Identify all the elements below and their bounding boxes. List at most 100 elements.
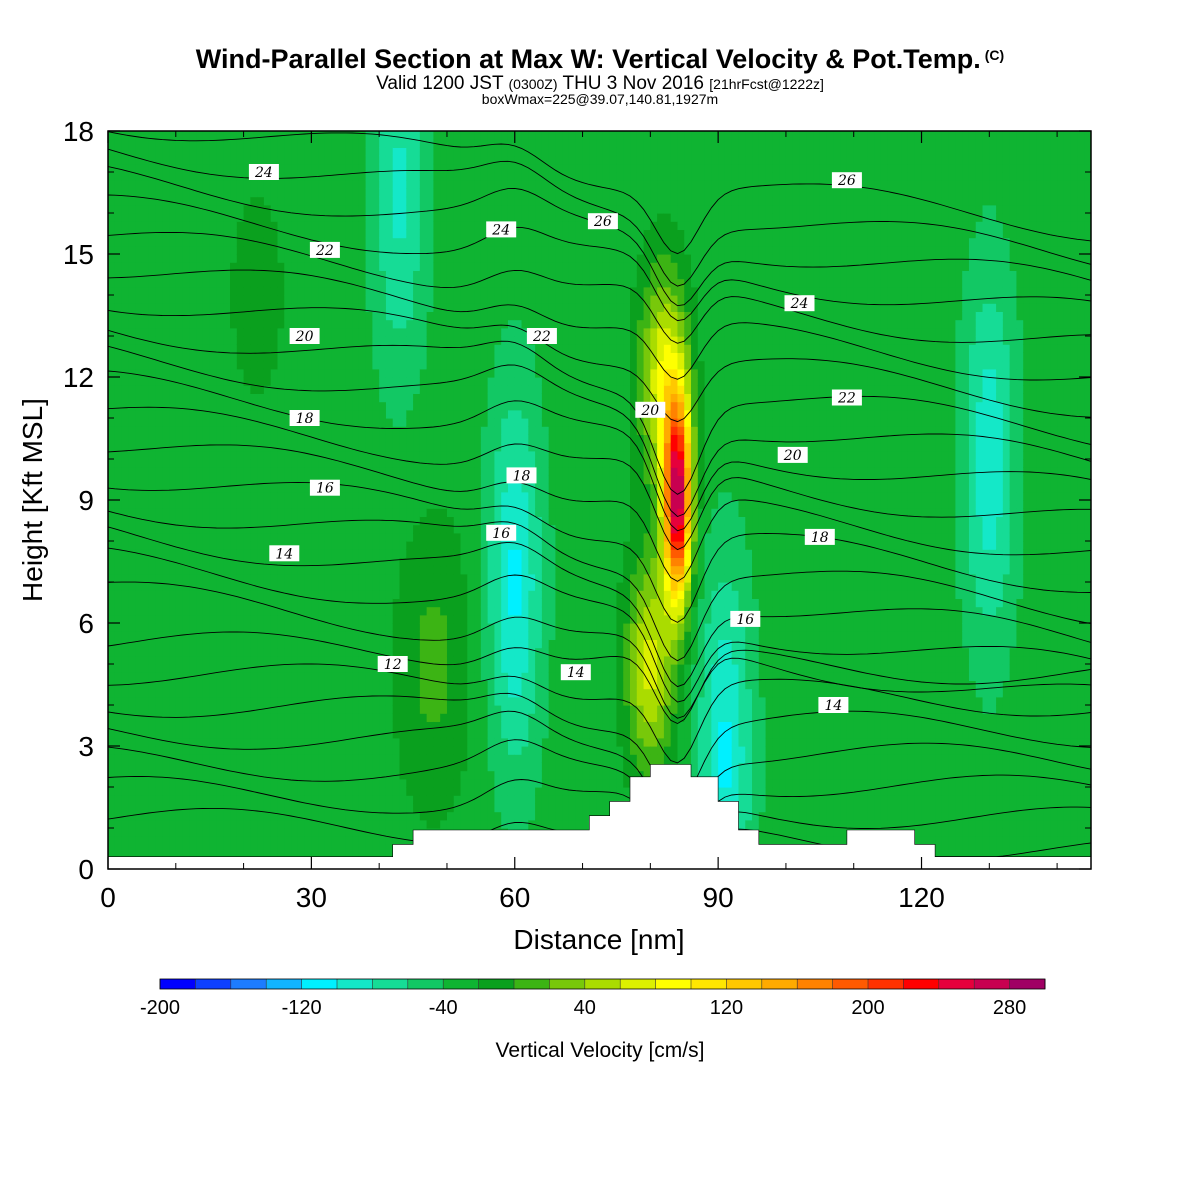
- velocity-cell: [108, 139, 116, 148]
- velocity-cell: [175, 467, 184, 476]
- velocity-cell: [399, 467, 407, 476]
- velocity-cell: [358, 254, 367, 263]
- velocity-cell: [379, 787, 387, 796]
- velocity-cell: [263, 557, 272, 567]
- velocity-cell: [141, 598, 150, 608]
- velocity-cell: [148, 155, 157, 165]
- velocity-cell: [406, 459, 414, 468]
- velocity-cell: [379, 188, 387, 198]
- velocity-cell: [467, 237, 475, 247]
- velocity-cell: [365, 418, 373, 427]
- velocity-cell: [311, 770, 319, 780]
- velocity-cell: [135, 196, 143, 206]
- velocity-cell: [338, 221, 346, 230]
- velocity-cell: [358, 221, 367, 230]
- velocity-cell: [169, 590, 177, 599]
- velocity-cell: [277, 655, 285, 665]
- velocity-cell: [216, 221, 224, 230]
- velocity-cell: [243, 221, 251, 230]
- velocity-cell: [324, 828, 333, 837]
- velocity-cell: [440, 237, 448, 247]
- velocity-cell: [250, 754, 258, 763]
- velocity-cell: [474, 516, 482, 526]
- velocity-cell: [324, 590, 333, 599]
- velocity-cell: [304, 819, 312, 829]
- velocity-cell: [385, 795, 394, 804]
- velocity-cell: [223, 844, 231, 854]
- velocity-cell: [365, 409, 373, 419]
- velocity-cell: [419, 680, 428, 690]
- velocity-cell: [467, 393, 475, 403]
- velocity-cell: [460, 631, 468, 640]
- velocity-cell: [230, 524, 238, 534]
- velocity-cell: [202, 196, 211, 206]
- velocity-cell: [406, 754, 414, 763]
- velocity-cell: [128, 705, 136, 714]
- velocity-cell: [202, 139, 211, 148]
- velocity-cell: [277, 672, 285, 681]
- velocity-cell: [162, 188, 170, 198]
- velocity-cell: [277, 516, 285, 526]
- velocity-cell: [114, 360, 123, 370]
- velocity-cell: [196, 196, 204, 206]
- velocity-cell: [318, 344, 326, 353]
- velocity-cell: [446, 196, 455, 206]
- velocity-cell: [108, 754, 116, 763]
- velocity-cell: [413, 270, 421, 280]
- velocity-cell: [121, 639, 129, 649]
- velocity-cell: [243, 196, 251, 206]
- velocity-cell: [352, 213, 360, 222]
- velocity-cell: [175, 672, 184, 681]
- velocity-cell: [372, 664, 380, 673]
- velocity-cell: [399, 541, 407, 550]
- velocity-cell: [155, 639, 163, 649]
- velocity-cell: [365, 278, 373, 288]
- velocity-cell: [419, 573, 428, 583]
- velocity-cell: [345, 393, 353, 403]
- velocity-cell: [406, 229, 414, 239]
- velocity-cell: [270, 475, 279, 485]
- velocity-cell: [392, 729, 401, 739]
- velocity-cell: [413, 729, 421, 739]
- velocity-cell: [209, 483, 218, 493]
- velocity-cell: [413, 352, 421, 362]
- velocity-cell: [392, 442, 401, 452]
- velocity-cell: [277, 762, 285, 772]
- velocity-cell: [338, 139, 346, 148]
- velocity-cell: [460, 303, 468, 312]
- velocity-cell: [345, 705, 353, 714]
- velocity-cell: [291, 557, 299, 567]
- velocity-cell: [277, 795, 285, 804]
- velocity-cell: [135, 377, 143, 386]
- velocity-cell: [223, 434, 231, 444]
- velocity-cell: [467, 705, 475, 714]
- velocity-cell: [108, 614, 116, 624]
- velocity-cell: [467, 524, 475, 534]
- velocity-cell: [426, 770, 435, 780]
- velocity-cell: [216, 762, 224, 772]
- velocity-cell: [202, 491, 211, 501]
- velocity-cell: [257, 828, 265, 837]
- velocity-cell: [121, 606, 129, 616]
- velocity-cell: [202, 614, 211, 624]
- velocity-cell: [243, 344, 251, 353]
- velocity-cell: [189, 254, 197, 263]
- velocity-cell: [419, 196, 428, 206]
- velocity-cell: [365, 213, 373, 222]
- velocity-cell: [474, 377, 482, 386]
- velocity-cell: [345, 278, 353, 288]
- velocity-cell: [440, 475, 448, 485]
- velocity-cell: [460, 590, 468, 599]
- velocity-cell: [277, 434, 285, 444]
- velocity-cell: [331, 631, 340, 640]
- velocity-cell: [297, 664, 306, 673]
- velocity-cell: [413, 557, 421, 567]
- velocity-cell: [250, 606, 258, 616]
- velocity-cell: [108, 467, 116, 476]
- velocity-cell: [311, 442, 319, 452]
- velocity-cell: [135, 508, 143, 517]
- velocity-cell: [372, 614, 380, 624]
- velocity-cell: [243, 319, 251, 329]
- velocity-cell: [460, 385, 468, 394]
- velocity-cell: [440, 688, 448, 698]
